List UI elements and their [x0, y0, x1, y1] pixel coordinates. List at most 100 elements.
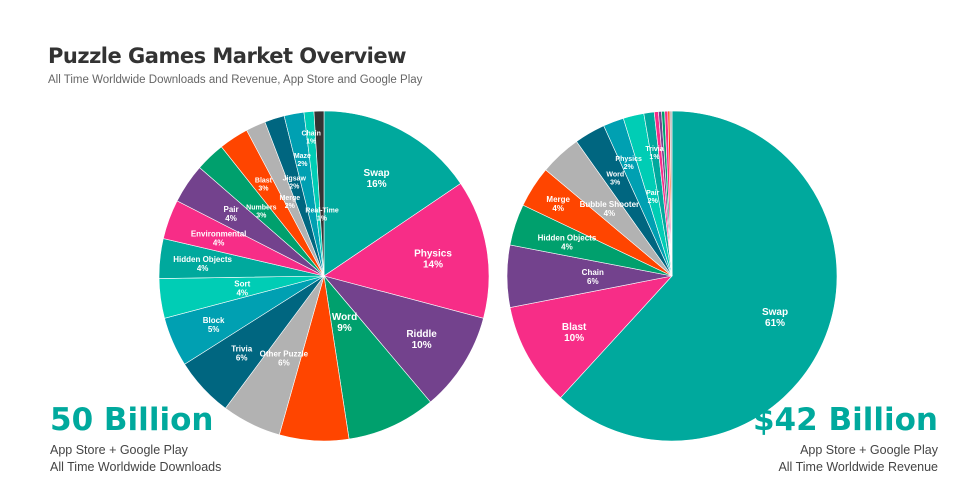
revenue-caption-line1: App Store + Google Play: [800, 443, 938, 457]
slice-label: Swap 16%: [364, 168, 390, 190]
slice-label-value: 3%: [256, 212, 267, 219]
pie-slice-riddle: [323, 275, 484, 403]
slice-label-value: 61%: [765, 318, 785, 329]
slice-label-value: 2%: [297, 161, 308, 168]
slice-label-name: Merge: [280, 195, 301, 202]
slice-label: Merge 4%: [546, 195, 570, 213]
slice-label-value: 2%: [648, 198, 659, 205]
slice-label: Swap 61%: [762, 307, 788, 329]
slice-label: Maze 2%: [294, 153, 311, 168]
slice-label: Trivia 1%: [645, 146, 663, 161]
slice-label-name: Swap: [762, 307, 788, 318]
slice-label-name: Physics: [414, 249, 452, 260]
slice-label-name: Word: [332, 312, 357, 323]
pie-slice-unlabeled: [669, 110, 673, 277]
slice-label-name: Trivia: [645, 146, 663, 153]
slice-label-name: Swap: [364, 168, 390, 179]
slice-label: Bubble Shooter 4%: [580, 200, 640, 218]
slice-label-value: 4%: [604, 209, 616, 218]
revenue-caption-line2: All Time Worldwide Revenue: [778, 460, 938, 474]
slice-label-value: 4%: [225, 214, 237, 223]
slice-label-value: 4%: [197, 264, 209, 273]
slice-label-name: Word: [606, 171, 624, 178]
slice-label-value: 6%: [278, 358, 290, 367]
downloads-pie: Swap 16% Physics 14% Riddle 10% Word 9% Other Pu…: [158, 110, 490, 442]
slice-label-value: 10%: [412, 340, 432, 351]
slice-label: Other Puzzle 6%: [260, 349, 309, 367]
slice-label: Word 3%: [606, 171, 624, 186]
downloads-total: 50 Billion: [50, 402, 214, 438]
slice-label-name: Chain: [582, 268, 604, 277]
slice-label-name: Jigsaw: [283, 176, 307, 183]
slice-label: Pair 4%: [224, 205, 239, 223]
revenue-total: $42 Billion: [752, 402, 938, 438]
slice-label-value: 10%: [564, 333, 584, 344]
pie-slice-blast: [509, 275, 673, 399]
pie-slice-swap: [560, 110, 838, 442]
slice-label-name: Bubble Shooter: [580, 200, 640, 209]
slice-label: Hidden Objects 4%: [538, 234, 597, 252]
slice-label-value: 5%: [208, 325, 220, 334]
slice-label-value: 4%: [213, 238, 225, 247]
slice-label-name: Blast: [562, 322, 587, 333]
slice-label-value: 16%: [367, 179, 387, 190]
slice-label-value: 6%: [587, 277, 599, 286]
slice-label-name: Maze: [294, 153, 311, 160]
slice-label: Numbers 3%: [246, 204, 276, 219]
slice-label-value: 14%: [423, 260, 443, 271]
slice-label: Merge 2%: [280, 195, 301, 210]
slice-label-name: Other Puzzle: [260, 349, 309, 358]
slice-label-name: Merge: [546, 195, 570, 204]
slice-label: Riddle 10%: [406, 329, 437, 351]
slice-label-value: 3%: [610, 179, 621, 186]
slice-label-name: Sort: [234, 279, 250, 288]
slice-label-value: 2%: [624, 164, 635, 171]
slice-label: Blast 10%: [562, 322, 587, 344]
slice-label-value: 4%: [236, 288, 248, 297]
slice-label-value: 1%: [649, 154, 660, 161]
slice-label-name: Trivia: [231, 344, 252, 353]
slice-label-value: 4%: [552, 204, 564, 213]
slice-label: Sort 4%: [234, 279, 250, 297]
slice-label-name: Physics: [615, 156, 642, 163]
pie-slice-real-time: [313, 110, 325, 277]
slice-label: Hidden Objects 4%: [173, 255, 232, 273]
page-title: Puzzle Games Market Overview: [48, 44, 406, 68]
slice-label-name: Chain: [301, 130, 320, 137]
slice-label-name: Pair: [224, 205, 239, 214]
pie-slice-word: [323, 274, 431, 440]
slice-label: Block 5%: [203, 316, 225, 334]
slice-label: Jigsaw 2%: [283, 176, 307, 191]
downloads-caption: App Store + Google Play All Time Worldwi…: [50, 442, 221, 476]
slice-label-name: Riddle: [406, 329, 437, 340]
slice-label-value: 6%: [236, 353, 248, 362]
slice-label: Word 9%: [332, 312, 357, 334]
slice-label-value: 2%: [289, 184, 300, 191]
slice-label: Real-Time 1%: [305, 207, 338, 222]
revenue-caption: App Store + Google Play All Time Worldwi…: [778, 442, 938, 476]
slice-label-name: Hidden Objects: [538, 234, 597, 243]
slice-label-name: Pair: [646, 190, 660, 197]
slice-label-value: 2%: [285, 203, 296, 210]
slice-label: Blast 3%: [255, 177, 273, 192]
slice-label-value: 1%: [306, 138, 317, 145]
slice-label-value: 1%: [317, 215, 328, 222]
slice-label: Pair 2%: [646, 190, 660, 205]
slice-label: Environmental 4%: [191, 229, 247, 247]
slice-label: Physics 2%: [615, 156, 642, 171]
slice-label: Chain 6%: [582, 268, 604, 286]
slice-label-name: Real-Time: [305, 207, 338, 214]
slice-label-name: Environmental: [191, 229, 247, 238]
page-subtitle: All Time Worldwide Downloads and Revenue…: [48, 74, 423, 86]
downloads-caption-line1: App Store + Google Play: [50, 443, 188, 457]
slice-label-value: 3%: [258, 185, 269, 192]
slice-label-name: Block: [203, 316, 225, 325]
slice-label: Physics 14%: [414, 249, 452, 271]
downloads-caption-line2: All Time Worldwide Downloads: [50, 460, 222, 474]
pie-slice-physics: [323, 183, 490, 319]
slice-label: Trivia 6%: [231, 344, 252, 362]
revenue-pie: Swap 61%Blast 10%Chain 6%Hidden Objects 4%Me…: [506, 110, 838, 442]
slice-label-name: Numbers: [246, 204, 276, 211]
slice-label-name: Blast: [255, 177, 273, 184]
